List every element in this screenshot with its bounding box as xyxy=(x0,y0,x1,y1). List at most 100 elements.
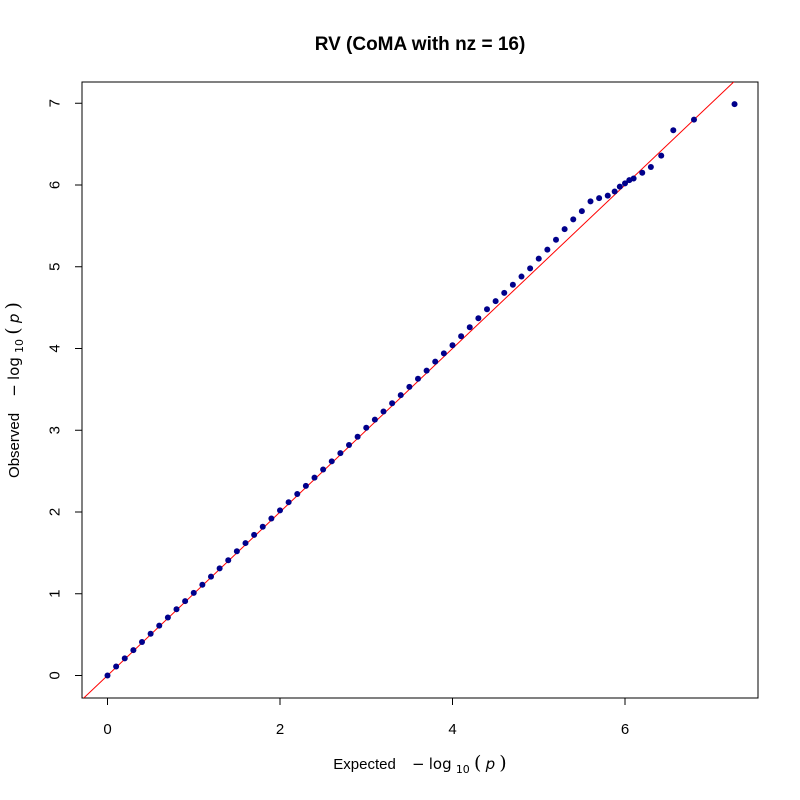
data-point xyxy=(544,246,551,253)
data-point xyxy=(328,458,335,465)
data-point xyxy=(553,236,559,243)
data-points xyxy=(104,101,738,679)
data-point xyxy=(285,499,292,506)
x-axis-label-open-paren: ( xyxy=(474,752,481,774)
x-tick-label: 0 xyxy=(103,721,111,738)
data-point xyxy=(484,306,490,313)
x-axis-label-base: 10 xyxy=(456,763,470,776)
data-point xyxy=(242,540,249,547)
y-tick-label: 2 xyxy=(47,508,64,516)
y-tick-label: 7 xyxy=(47,99,64,107)
x-tick-label: 6 xyxy=(621,721,629,738)
data-point xyxy=(691,116,697,123)
reference-line-group xyxy=(83,82,735,698)
data-point xyxy=(639,169,646,176)
data-point xyxy=(509,281,516,288)
x-axis-label: Expected − log 10 ( p ) xyxy=(333,752,506,777)
y-tick-label: 3 xyxy=(47,426,64,434)
x-axis-label-var: p xyxy=(485,755,496,773)
data-point xyxy=(302,482,309,489)
data-point xyxy=(630,175,637,182)
y-axis-label-var: p xyxy=(5,314,23,325)
data-point xyxy=(130,647,137,654)
data-point xyxy=(380,408,387,415)
data-point xyxy=(432,358,439,365)
data-point xyxy=(199,581,206,588)
x-axis-label-prefix: Expected xyxy=(333,756,396,773)
data-point xyxy=(492,298,499,305)
plot-frame xyxy=(81,81,759,699)
data-point xyxy=(578,208,585,215)
y-tick-label: 6 xyxy=(47,181,64,189)
data-point xyxy=(337,450,344,457)
svg-text:Expected − log: Expected − log 10 ( p ) xyxy=(333,752,506,777)
data-point xyxy=(251,531,258,538)
data-point xyxy=(311,474,318,481)
x-axis: 0 2 4 6 xyxy=(103,697,629,738)
data-point xyxy=(406,383,413,390)
data-point xyxy=(518,273,525,280)
data-point xyxy=(587,198,594,205)
data-point xyxy=(561,226,568,233)
data-point xyxy=(164,614,171,621)
y-axis-label-close-paren: ) xyxy=(2,302,24,309)
data-point xyxy=(449,342,456,349)
data-point xyxy=(346,441,352,448)
data-point xyxy=(190,589,197,596)
data-point xyxy=(647,164,654,171)
data-point xyxy=(570,216,577,223)
data-point xyxy=(475,315,482,322)
y-tick-label: 0 xyxy=(47,671,64,679)
x-tick-label: 4 xyxy=(448,721,456,738)
data-point xyxy=(233,548,240,555)
data-point xyxy=(182,598,189,605)
data-point xyxy=(440,350,447,357)
data-point xyxy=(363,424,370,431)
data-point xyxy=(320,466,327,473)
y-tick-label: 1 xyxy=(47,590,64,598)
data-point xyxy=(294,491,301,498)
x-axis-label-close-paren: ) xyxy=(499,752,506,774)
y-axis-label-base: 10 xyxy=(13,339,26,353)
data-point xyxy=(216,565,223,572)
data-point xyxy=(139,638,145,645)
y-axis-label-prefix: Observed xyxy=(6,413,23,478)
data-point xyxy=(259,523,266,530)
data-point xyxy=(173,606,180,613)
data-point xyxy=(731,101,738,108)
x-tick-label: 2 xyxy=(276,721,284,738)
data-point xyxy=(458,333,465,340)
data-point xyxy=(113,663,120,670)
x-axis-label-minus: − xyxy=(412,755,425,773)
x-axis-label-log: log xyxy=(429,755,452,773)
data-point xyxy=(121,655,128,662)
y-axis-label: Observed − log 10 ( p ) xyxy=(2,302,27,478)
data-point xyxy=(389,400,396,407)
data-point xyxy=(423,367,430,374)
chart-title: RV (CoMA with nz = 16) xyxy=(315,34,526,55)
data-point xyxy=(354,433,361,440)
data-point xyxy=(104,672,111,679)
data-point xyxy=(616,183,623,190)
y-axis-label-minus: − xyxy=(5,384,23,397)
y-tick-label: 5 xyxy=(47,263,64,271)
data-point xyxy=(415,375,421,382)
svg-text:Observed − log: Observed − log 10 ( p ) xyxy=(2,302,27,478)
data-point xyxy=(268,515,275,522)
data-point xyxy=(501,289,508,296)
data-point xyxy=(147,630,154,637)
data-point xyxy=(622,180,628,187)
data-point xyxy=(658,152,665,159)
data-point xyxy=(604,192,611,199)
data-point xyxy=(596,195,603,202)
data-point xyxy=(670,127,677,134)
data-point xyxy=(527,265,534,272)
y-tick-label: 4 xyxy=(47,344,64,352)
y-axis-label-log: log xyxy=(5,357,23,380)
data-point xyxy=(535,255,542,262)
y-axis: 0 1 2 3 4 5 6 7 xyxy=(47,99,83,680)
data-point xyxy=(208,573,214,580)
data-point xyxy=(277,507,283,514)
reference-line xyxy=(83,82,735,698)
